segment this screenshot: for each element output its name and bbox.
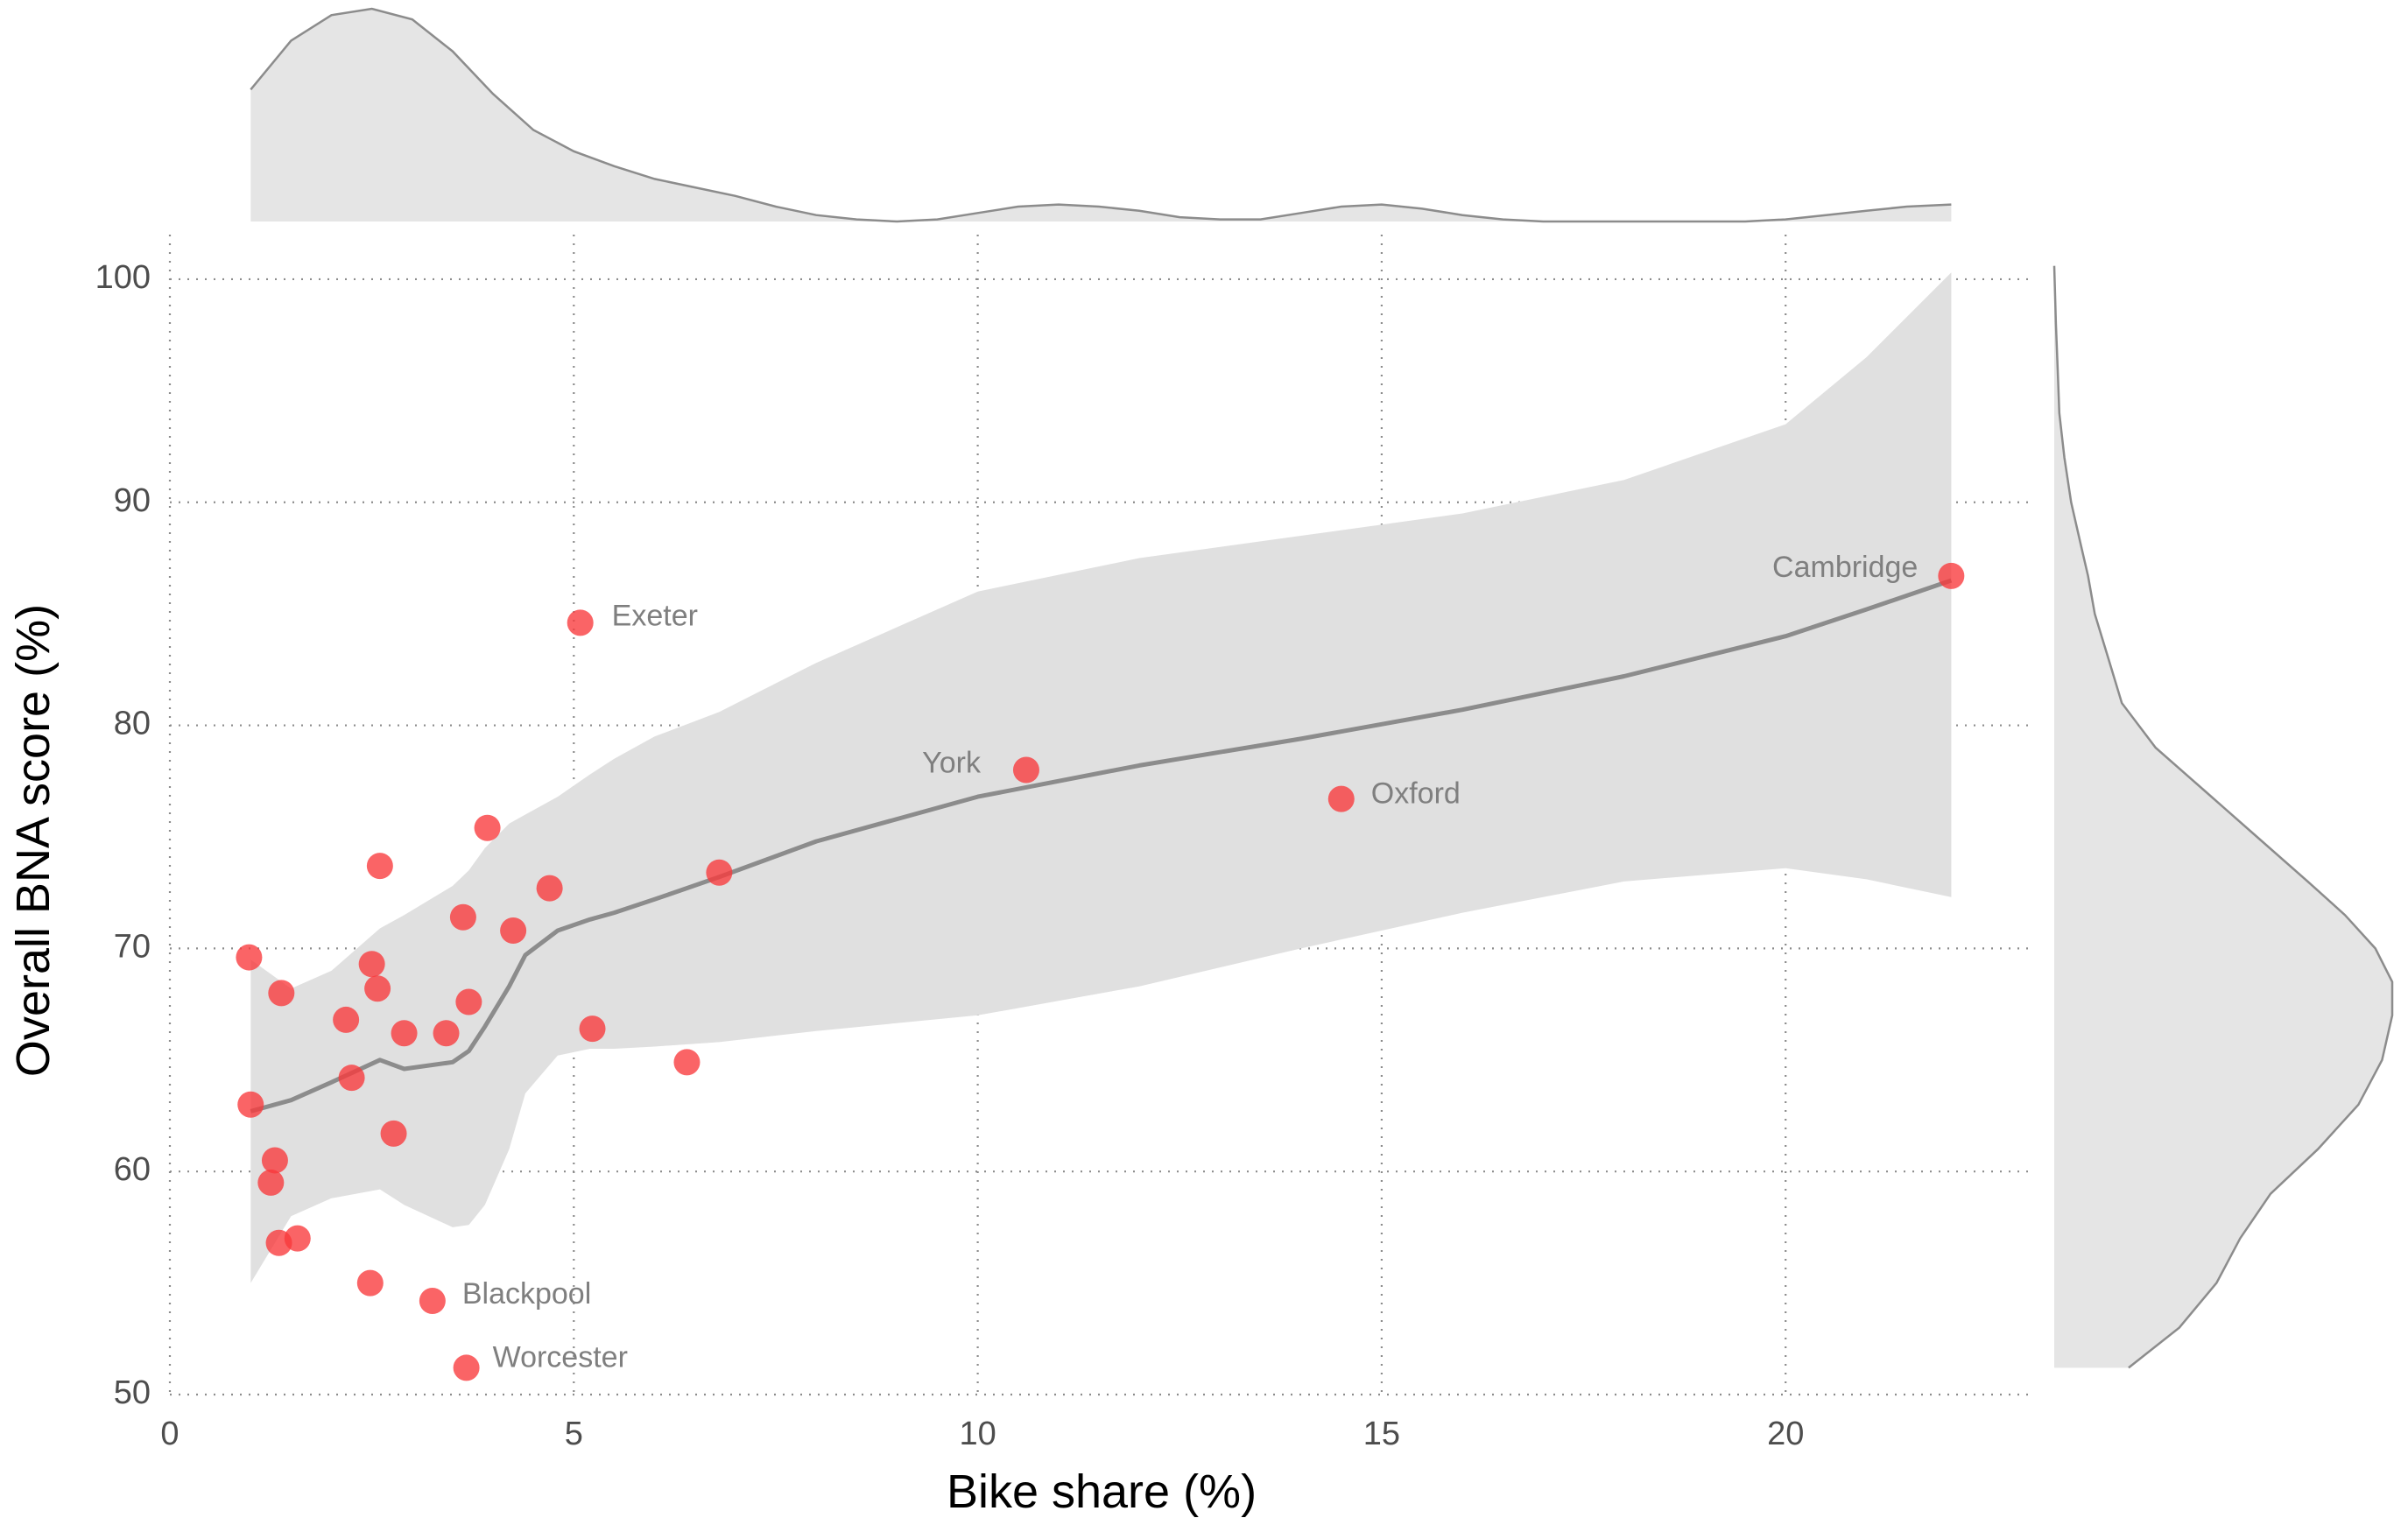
y-tick-label: 90 (114, 482, 151, 519)
data-point (449, 903, 476, 931)
y-tick-label: 100 (95, 259, 151, 296)
data-point (380, 1120, 407, 1147)
y-tick-label: 80 (114, 706, 151, 742)
data-point (257, 1169, 285, 1196)
data-point (500, 917, 527, 944)
x-tick-label: 0 (160, 1416, 179, 1452)
data-point (391, 1020, 418, 1047)
data-points (236, 562, 1965, 1381)
point-label: Oxford (1371, 777, 1461, 811)
point-label: York (922, 747, 982, 780)
data-point (284, 1225, 311, 1252)
data-point (536, 875, 563, 902)
top-density-line (250, 7, 1952, 223)
y-axis-title: Overall BNA score (%) (7, 604, 60, 1077)
y-tick-label: 60 (114, 1151, 151, 1188)
data-point (419, 1287, 446, 1314)
smooth-line-layer (250, 578, 1953, 1114)
data-point (333, 1006, 360, 1033)
right-density-area (2054, 265, 2392, 1368)
data-point (1012, 756, 1039, 784)
confidence-ribbon-layer (250, 272, 1952, 1283)
top-marginal-density (250, 7, 1952, 223)
axis-tick-labels: 0 5 10 15 20 50 60 70 80 90 100 (95, 259, 1805, 1452)
y-tick-label: 70 (114, 928, 151, 965)
data-point (706, 859, 733, 886)
data-point (474, 814, 501, 841)
smooth-line (250, 578, 1953, 1114)
data-point (268, 980, 295, 1007)
right-marginal-density (2052, 265, 2394, 1369)
data-point (579, 1015, 606, 1043)
y-tick-label: 50 (114, 1374, 151, 1411)
data-point (453, 1354, 480, 1381)
data-point (364, 975, 391, 1002)
x-tick-label: 10 (959, 1416, 996, 1452)
point-label: Exeter (612, 599, 698, 632)
data-point (366, 853, 393, 880)
data-point (567, 609, 594, 636)
point-label: Worcester (493, 1340, 628, 1374)
x-tick-label: 15 (1363, 1416, 1400, 1452)
x-tick-label: 20 (1767, 1416, 1804, 1452)
confidence-ribbon (250, 272, 1952, 1283)
data-point (1327, 785, 1355, 812)
point-label: Blackpool (462, 1277, 591, 1311)
data-point (237, 1091, 264, 1118)
top-density-area (250, 9, 1952, 221)
data-point (673, 1049, 701, 1076)
data-point (261, 1147, 288, 1174)
data-point (236, 944, 263, 971)
data-point (455, 988, 482, 1015)
data-point (433, 1020, 460, 1047)
data-point (356, 1269, 384, 1297)
right-density-line (2052, 265, 2394, 1369)
point-label: Cambridge (1772, 551, 1918, 584)
data-point (1938, 562, 1965, 589)
point-labels: Blackpool Worcester Exeter York Oxford Cambri… (462, 551, 1919, 1374)
x-axis-title: Bike share (%) (947, 1465, 1257, 1518)
data-point (338, 1065, 365, 1092)
x-tick-label: 5 (565, 1416, 583, 1452)
data-point (358, 951, 385, 978)
